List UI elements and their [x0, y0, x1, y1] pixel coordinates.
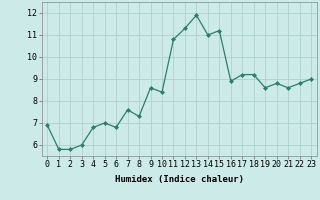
X-axis label: Humidex (Indice chaleur): Humidex (Indice chaleur) [115, 175, 244, 184]
